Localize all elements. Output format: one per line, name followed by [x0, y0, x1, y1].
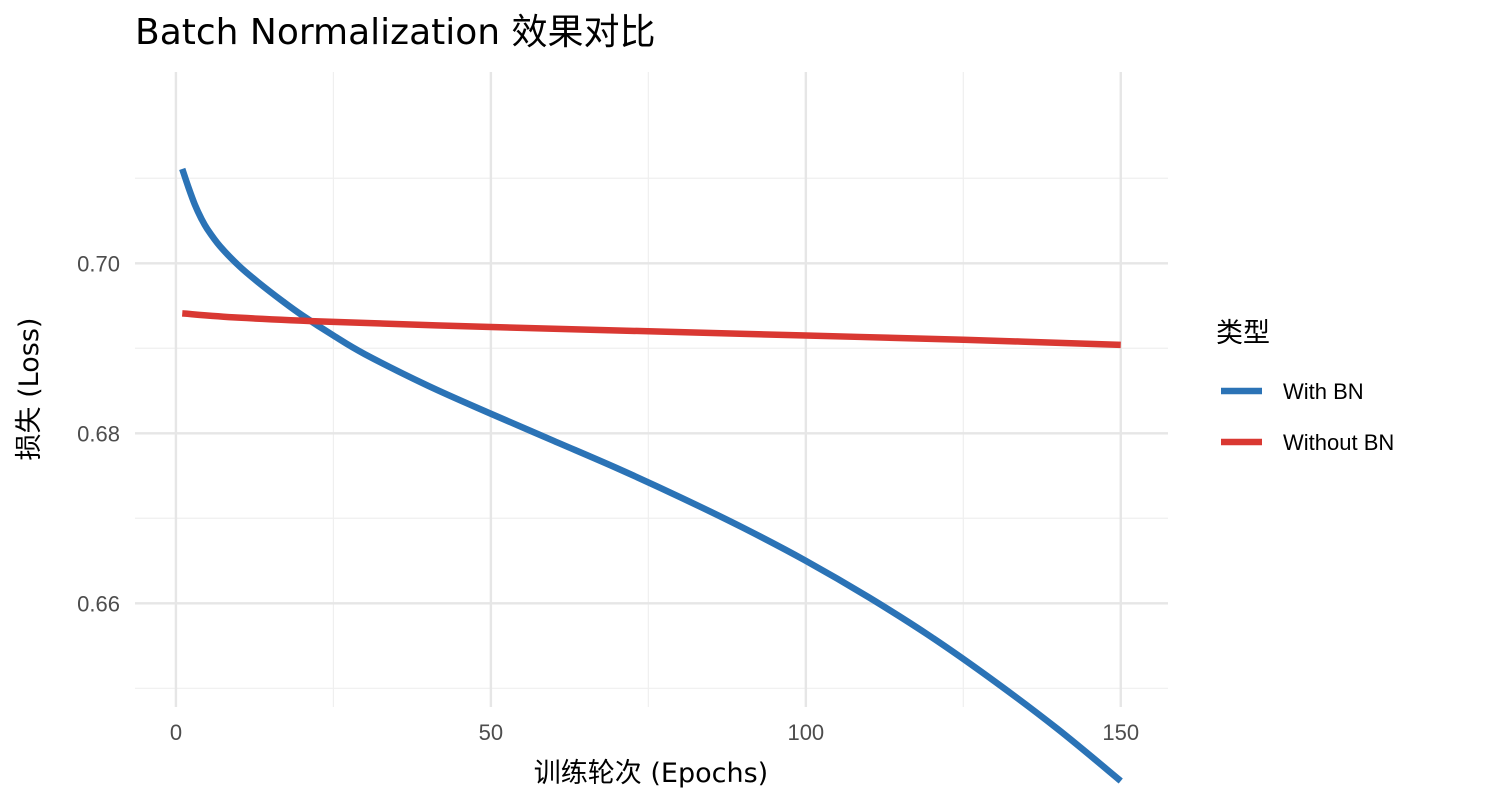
series-line-without-bn — [181, 310, 1121, 349]
legend-label-without-bn: Without BN — [1283, 430, 1394, 455]
series-line-with-bn — [179, 167, 1123, 784]
y-tick-label: 0.68 — [77, 421, 120, 446]
x-tick-label: 0 — [170, 720, 182, 745]
x-tick-label: 100 — [787, 720, 824, 745]
legend-title: 类型 — [1216, 318, 1270, 349]
y-tick-label: 0.66 — [77, 591, 120, 616]
y-axis-tick-labels: 0.66 0.68 0.70 — [77, 251, 120, 616]
y-tick-label: 0.70 — [77, 251, 120, 276]
x-axis-tick-labels: 0 50 100 150 — [170, 720, 1139, 745]
chart-title: Batch Normalization 效果对比 — [135, 12, 656, 53]
x-tick-label: 150 — [1102, 720, 1139, 745]
legend-items: With BN Without BN — [1221, 379, 1394, 455]
major-gridlines — [135, 72, 1168, 707]
minor-gridlines — [135, 72, 1168, 707]
y-axis-title: 损失 (Loss) — [14, 318, 45, 461]
series-lines — [179, 167, 1123, 784]
x-axis-title: 训练轮次 (Epochs) — [534, 758, 768, 789]
legend-label-with-bn: With BN — [1283, 379, 1364, 404]
x-tick-label: 50 — [479, 720, 503, 745]
legend: 类型 With BN Without BN — [1216, 318, 1394, 455]
